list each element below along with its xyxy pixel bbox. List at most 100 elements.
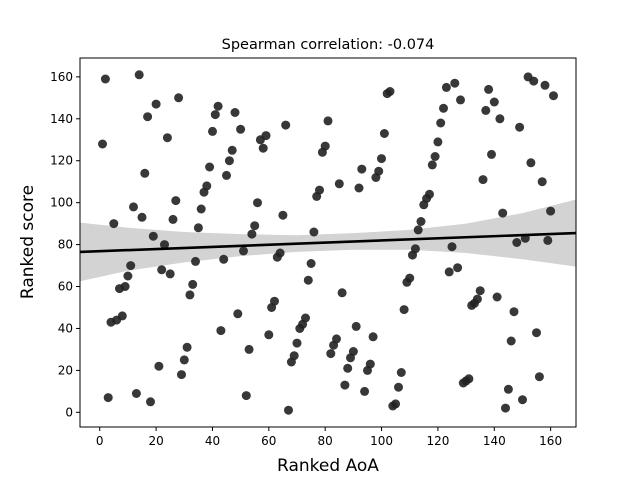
scatter-point bbox=[270, 296, 279, 306]
scatter-point bbox=[205, 162, 215, 172]
scatter-point bbox=[233, 309, 243, 319]
scatter-point bbox=[261, 131, 271, 141]
scatter-point bbox=[278, 210, 288, 220]
scatter-point bbox=[160, 240, 169, 250]
scatter-point bbox=[109, 219, 119, 229]
scatter-point bbox=[518, 395, 527, 405]
scatter-point bbox=[492, 292, 502, 302]
scatter-point bbox=[394, 382, 403, 392]
x-tick-label: 80 bbox=[318, 434, 333, 448]
scatter-point bbox=[377, 154, 386, 164]
scatter-point bbox=[540, 80, 550, 90]
scatter-point bbox=[368, 332, 378, 342]
scatter-point bbox=[253, 198, 262, 208]
scatter-point bbox=[399, 305, 409, 315]
scatter-point bbox=[174, 93, 184, 103]
scatter-point bbox=[537, 177, 547, 187]
x-tick-label: 160 bbox=[539, 434, 562, 448]
scatter-point bbox=[478, 175, 488, 185]
scatter-point bbox=[501, 403, 510, 413]
scatter-point bbox=[284, 405, 293, 415]
x-tick-label: 0 bbox=[96, 434, 104, 448]
x-tick-label: 120 bbox=[426, 434, 449, 448]
scatter-point bbox=[441, 82, 451, 92]
scatter-point bbox=[244, 344, 254, 354]
y-tick-label: 0 bbox=[65, 405, 73, 419]
scatter-point bbox=[326, 349, 336, 359]
scatter-point bbox=[275, 248, 285, 258]
y-tick-label: 120 bbox=[50, 154, 73, 168]
scatter-point bbox=[444, 267, 454, 277]
scatter-point bbox=[224, 156, 234, 166]
scatter-point bbox=[292, 338, 302, 348]
scatter-point bbox=[337, 288, 347, 298]
scatter-point bbox=[281, 120, 291, 130]
scatter-point bbox=[391, 399, 401, 409]
scatter-point bbox=[129, 202, 138, 212]
scatter-point bbox=[343, 363, 353, 373]
scatter-point bbox=[456, 95, 465, 105]
scatter-point bbox=[208, 126, 217, 136]
scatter-point bbox=[379, 129, 389, 138]
scatter-point bbox=[258, 143, 268, 153]
scatter-point bbox=[222, 170, 231, 180]
x-tick-label: 20 bbox=[148, 434, 163, 448]
scatter-point bbox=[425, 189, 434, 199]
scatter-point bbox=[447, 242, 457, 252]
scatter-point bbox=[165, 269, 175, 279]
scatter-point bbox=[340, 380, 350, 390]
scatter-point bbox=[506, 336, 516, 346]
scatter-point bbox=[126, 261, 136, 271]
scatter-point bbox=[484, 84, 494, 94]
scatter-point bbox=[177, 370, 186, 380]
scatter-point bbox=[230, 108, 240, 117]
x-tick-label: 100 bbox=[370, 434, 393, 448]
scatter-point bbox=[512, 238, 522, 247]
scatter-point bbox=[332, 334, 341, 344]
scatter-point bbox=[439, 103, 448, 113]
y-tick-label: 40 bbox=[58, 321, 73, 335]
y-axis-title: Ranked score bbox=[18, 185, 38, 299]
scatter-point bbox=[154, 361, 164, 371]
scatter-point bbox=[495, 114, 505, 124]
scatter-point bbox=[436, 118, 446, 128]
scatter-point bbox=[306, 259, 316, 268]
scatter-point bbox=[213, 101, 223, 111]
scatter-point bbox=[289, 351, 299, 361]
y-tick-label: 100 bbox=[50, 196, 73, 210]
scatter-point bbox=[171, 196, 181, 206]
scatter-point bbox=[348, 347, 358, 356]
scatter-point bbox=[354, 183, 364, 193]
scatter-point bbox=[117, 311, 127, 321]
scatter-point bbox=[433, 137, 443, 147]
scatter-point bbox=[489, 97, 499, 107]
scatter-point bbox=[498, 208, 508, 218]
scatter-point bbox=[179, 355, 189, 365]
scatter-point bbox=[453, 263, 463, 273]
scatter-point bbox=[526, 158, 536, 168]
scatter-point bbox=[396, 368, 406, 377]
scatter-point bbox=[143, 112, 153, 122]
scatter-point bbox=[131, 389, 141, 398]
scatter-point bbox=[301, 313, 310, 323]
x-tick-label: 140 bbox=[483, 434, 506, 448]
scatter-point bbox=[546, 206, 556, 216]
scatter-point bbox=[148, 231, 158, 241]
scatter-point bbox=[534, 372, 544, 382]
scatter-point bbox=[100, 74, 110, 84]
scatter-point bbox=[532, 328, 541, 338]
scatter-point bbox=[123, 271, 133, 281]
scatter-point bbox=[450, 78, 460, 88]
scatter-point bbox=[515, 122, 525, 132]
scatter-point bbox=[241, 391, 251, 401]
scatter-point bbox=[413, 225, 423, 235]
scatter-point bbox=[168, 214, 178, 224]
scatter-point bbox=[264, 330, 274, 340]
plot-area: 0 20 40 60 80 100 120 140 160 0 20 40 60 80 100 120 140 1… bbox=[50, 57, 577, 448]
scatter-point bbox=[247, 229, 257, 239]
scatter-point bbox=[357, 164, 367, 174]
scatter-point bbox=[98, 139, 107, 149]
scatter-point bbox=[250, 221, 260, 231]
scatter-point bbox=[323, 116, 333, 126]
